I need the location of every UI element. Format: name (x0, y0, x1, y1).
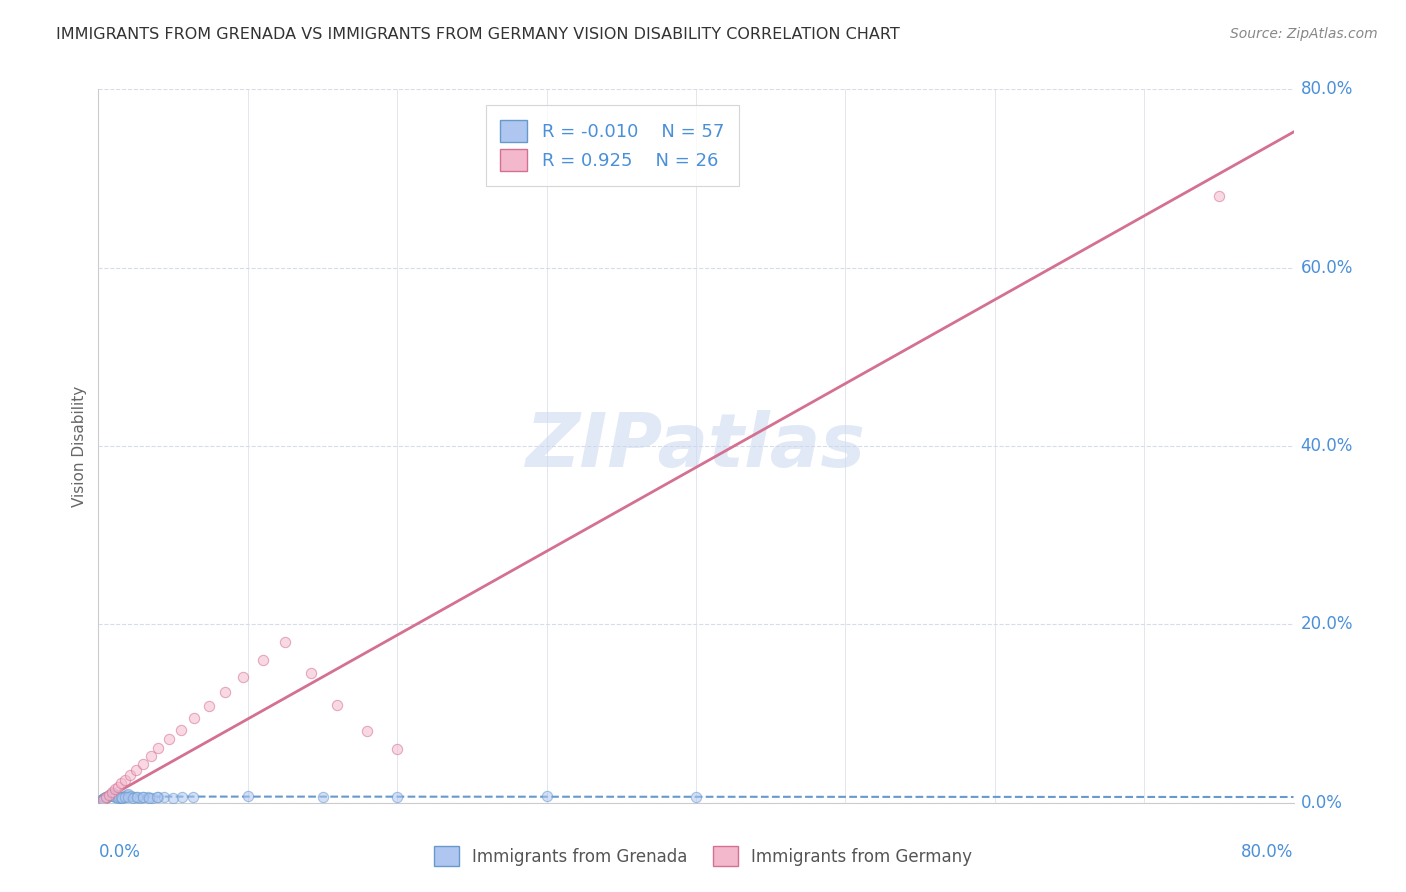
Text: 80.0%: 80.0% (1301, 80, 1353, 98)
Point (114, 772, 136, 787)
Point (111, 790, 134, 805)
Point (236, 789, 259, 803)
Legend: R = -0.010    N = 57, R = 0.925    N = 26: R = -0.010 N = 57, R = 0.925 N = 26 (486, 105, 738, 186)
Point (153, 789, 176, 804)
Point (536, 789, 558, 803)
Point (148, 790, 170, 805)
Point (127, 790, 149, 805)
Point (97, 789, 120, 803)
Point (138, 791, 160, 805)
Point (93, 791, 115, 805)
Point (169, 723, 191, 737)
Point (93, 791, 115, 805)
Point (385, 742, 409, 756)
Point (103, 786, 125, 800)
Point (111, 791, 134, 805)
Point (110, 791, 132, 805)
Point (214, 685, 236, 699)
Text: 20.0%: 20.0% (1301, 615, 1353, 633)
Point (117, 789, 139, 804)
Point (127, 790, 149, 805)
Text: 0.0%: 0.0% (98, 843, 141, 861)
Point (96, 789, 118, 804)
Point (132, 790, 155, 805)
Point (110, 789, 132, 804)
Point (101, 787, 124, 801)
Point (232, 670, 254, 684)
Text: 80.0%: 80.0% (1241, 843, 1294, 861)
Point (141, 791, 163, 805)
Point (139, 749, 162, 764)
Point (125, 763, 148, 777)
Point (145, 790, 167, 805)
Point (91, 792, 114, 806)
Point (91, 793, 114, 807)
Point (97, 789, 120, 803)
Point (326, 698, 349, 712)
Point (124, 789, 146, 804)
Point (107, 791, 129, 805)
Point (385, 790, 409, 805)
Point (299, 666, 322, 681)
Point (94, 790, 117, 805)
Point (91, 792, 114, 806)
Point (148, 741, 170, 756)
Point (104, 789, 127, 804)
Point (105, 789, 128, 803)
Point (136, 789, 159, 804)
Point (103, 789, 125, 803)
Point (252, 653, 274, 667)
Point (115, 788, 138, 802)
Point (94, 790, 117, 805)
Point (162, 791, 184, 805)
Point (107, 789, 129, 804)
Point (685, 789, 707, 804)
Point (274, 635, 297, 649)
Text: ZIPatlas: ZIPatlas (526, 409, 866, 483)
Point (132, 756, 155, 771)
Point (96, 789, 118, 804)
Point (121, 791, 143, 805)
Point (90, 793, 112, 807)
Point (198, 698, 221, 713)
Point (110, 776, 132, 790)
Point (101, 787, 124, 801)
Point (108, 790, 131, 805)
Text: Source: ZipAtlas.com: Source: ZipAtlas.com (1230, 27, 1378, 41)
Point (98, 788, 122, 802)
Point (129, 791, 152, 805)
Point (120, 789, 142, 803)
Point (105, 790, 128, 805)
Point (104, 782, 127, 797)
Point (132, 789, 155, 804)
Text: 60.0%: 60.0% (1301, 259, 1353, 277)
Point (117, 787, 139, 801)
Point (356, 724, 378, 739)
Point (108, 790, 131, 805)
Y-axis label: Vision Disability: Vision Disability (72, 385, 87, 507)
Point (114, 790, 136, 805)
Point (311, 789, 333, 804)
Text: 40.0%: 40.0% (1301, 437, 1353, 455)
Text: IMMIGRANTS FROM GRENADA VS IMMIGRANTS FROM GERMANY VISION DISABILITY CORRELATION: IMMIGRANTS FROM GRENADA VS IMMIGRANTS FR… (56, 27, 900, 42)
Point (104, 788, 127, 802)
Point (114, 789, 136, 803)
Point (107, 780, 129, 794)
Point (183, 711, 205, 725)
Point (98, 788, 122, 802)
Point (181, 789, 204, 804)
Point (172, 790, 194, 805)
Point (101, 785, 124, 799)
Point (112, 789, 135, 804)
Text: 0.0%: 0.0% (1301, 794, 1343, 812)
Point (157, 732, 180, 747)
Legend: Immigrants from Grenada, Immigrants from Germany: Immigrants from Grenada, Immigrants from… (426, 838, 980, 875)
Point (118, 768, 141, 782)
Point (1208, 189, 1230, 203)
Point (97, 788, 120, 802)
Point (94, 790, 117, 805)
